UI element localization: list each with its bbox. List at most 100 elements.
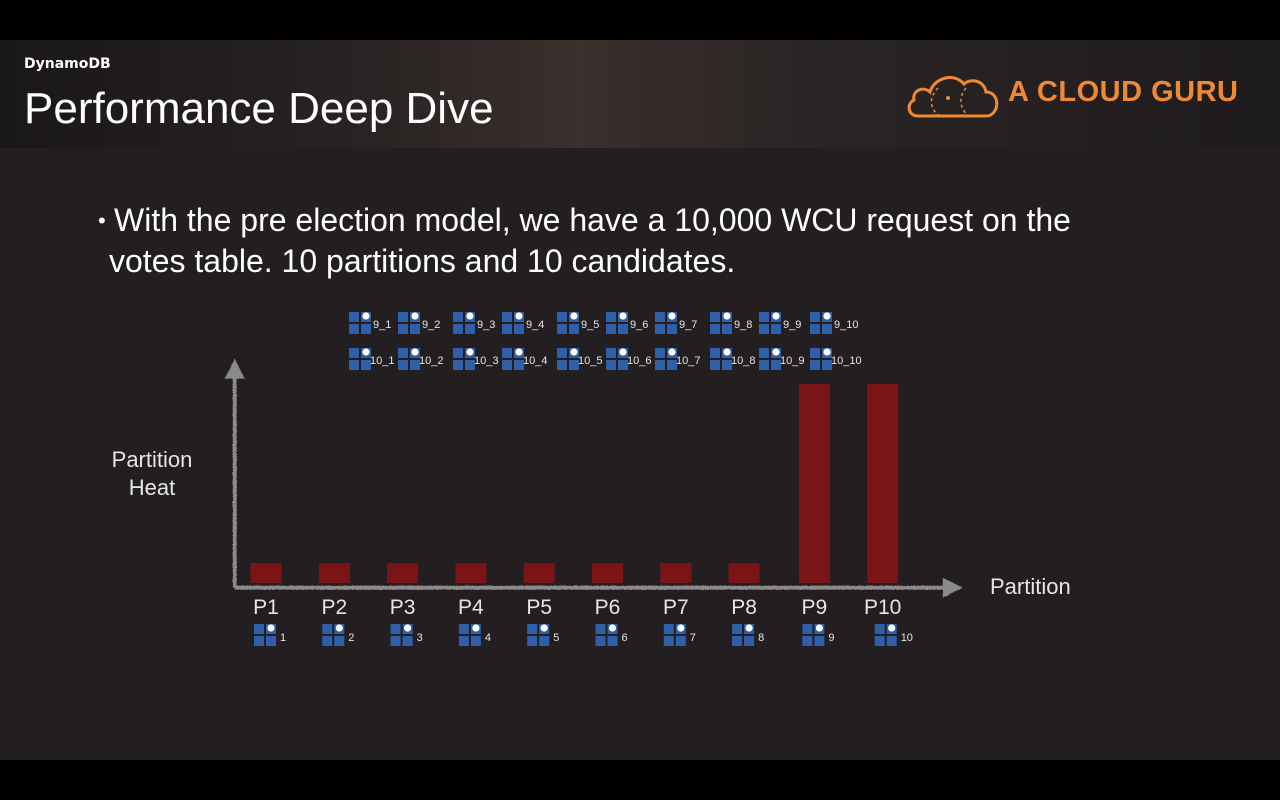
hot-item-icon-10_10 [810,348,832,370]
item-icon-1 [254,624,276,646]
hot-item-icon-10_6 [606,348,628,370]
bullet-line-1: • With the pre election model, we have a … [98,200,1178,241]
item-icon-3 [390,624,413,646]
tick-label-P8: P8 [731,596,757,619]
chart-axes [224,358,962,597]
bar-P2 [318,563,350,583]
hot-item-icon-10_1 [349,348,371,370]
hot-item-icon-9_8 [710,312,732,334]
slide: DynamoDB Performance Deep Dive A CLOUD G… [0,40,1280,760]
chart-bars [250,384,899,583]
item-label-10: 10 [901,632,913,644]
logo-text: A CLOUD GURU [1008,76,1239,108]
hot-item-icon-10_7 [655,348,677,370]
bullet-text-2: votes table. 10 partitions and 10 candid… [109,243,736,279]
hot-item-icon-9_5 [557,312,579,334]
bullet-dot-icon: • [98,208,106,233]
cloud-icon [907,76,999,118]
hot-item-label-10_10: 10_10 [831,355,862,367]
partition-heat-chart: P1 P2 P3 P4 P5 P6 P7 P8 P9 P10 1 2 3 4 5 6 7 8 9 10 9_1 9_2… [224,312,962,646]
hot-item-label-10_9: 10_9 [780,355,804,367]
hot-items: 9_1 9_2 9_3 9_4 9_5 9_6 9_7 9_8 9_9 9_10 10_1 10_2 1… [349,312,862,370]
item-icon-10 [874,624,897,646]
bar-P7 [660,563,692,583]
item-label-2: 2 [348,632,354,644]
hot-item-icon-10_8 [710,348,732,370]
x-axis-arrow-icon [942,577,962,597]
hot-item-icon-9_2 [398,312,420,334]
tick-label-P10: P10 [864,596,901,619]
y-axis-label: Partition Heat [111,447,193,500]
hot-item-label-9_6: 9_6 [630,319,648,331]
hot-item-label-10_4: 10_4 [523,355,547,367]
item-icon-8 [732,624,755,646]
tick-label-P2: P2 [321,596,347,619]
hot-item-icon-9_10 [810,312,832,334]
hot-item-label-9_1: 9_1 [373,319,391,331]
hot-item-label-9_3: 9_3 [477,319,495,331]
slide-header: DynamoDB Performance Deep Dive A CLOUD G… [0,40,1280,148]
bullet-point: • With the pre election model, we have a … [98,200,1178,282]
hot-item-label-10_8: 10_8 [731,355,755,367]
hot-item-icon-10_4 [502,348,524,370]
hot-item-label-9_5: 9_5 [581,319,599,331]
hot-item-icon-10_9 [759,348,781,370]
item-label-6: 6 [622,632,628,644]
item-icon-5 [527,624,550,646]
bar-P10 [867,384,899,583]
x-axis-label: Partition [990,574,1071,599]
bullet-text-1: With the pre election model, we have a 1… [114,202,1071,238]
hot-item-label-9_8: 9_8 [734,319,752,331]
hot-item-label-10_1: 10_1 [370,355,394,367]
bar-P1 [250,563,282,583]
item-icon-9 [802,624,825,646]
item-icon-4 [458,624,481,646]
hot-item-label-10_3: 10_3 [474,355,498,367]
hot-item-icon-10_2 [398,348,420,370]
hot-item-icon-9_4 [502,312,524,334]
brand-logo: A CLOUD GURU [904,68,1244,124]
hot-item-icon-9_7 [655,312,677,334]
bar-P6 [592,563,623,583]
bar-P3 [387,563,419,583]
hot-item-label-10_2: 10_2 [419,355,443,367]
y-axis-arrow-icon [224,358,244,378]
item-icon-6 [595,624,618,646]
item-label-5: 5 [553,632,559,644]
item-label-4: 4 [485,632,491,644]
hot-item-label-9_4: 9_4 [526,319,544,331]
hot-item-icon-9_9 [759,312,781,334]
hot-item-label-10_7: 10_7 [676,355,700,367]
tick-label-P1: P1 [253,596,279,619]
bar-P8 [728,563,760,583]
item-label-8: 8 [758,632,764,644]
chart-tick-labels: P1 P2 P3 P4 P5 P6 P7 P8 P9 P10 [253,596,901,619]
bar-P5 [523,563,555,583]
tick-label-P9: P9 [802,596,828,619]
tick-label-P5: P5 [526,596,552,619]
item-label-3: 3 [417,632,423,644]
slide-title: Performance Deep Dive [24,84,494,133]
hot-item-icon-9_3 [453,312,475,334]
item-icon-2 [322,624,345,646]
tick-label-P4: P4 [458,596,484,619]
hot-item-label-9_2: 9_2 [422,319,440,331]
tick-label-P3: P3 [390,596,416,619]
tick-label-P6: P6 [595,596,621,619]
hot-item-label-10_6: 10_6 [627,355,651,367]
hot-item-label-9_9: 9_9 [783,319,801,331]
hot-item-icon-10_5 [557,348,579,370]
partition-items: 1 2 3 4 5 6 7 8 9 10 [254,624,913,646]
tick-label-P7: P7 [663,596,689,619]
hot-item-label-10_5: 10_5 [578,355,602,367]
bar-P4 [455,563,487,583]
item-label-1: 1 [280,632,286,644]
bar-P9 [798,384,830,583]
section-label: DynamoDB [24,56,111,72]
item-label-7: 7 [690,632,696,644]
hot-item-icon-9_6 [606,312,628,334]
hot-item-label-9_7: 9_7 [679,319,697,331]
hot-item-icon-9_1 [349,312,371,334]
item-icon-7 [663,624,686,646]
hot-item-label-9_10: 9_10 [834,319,858,331]
